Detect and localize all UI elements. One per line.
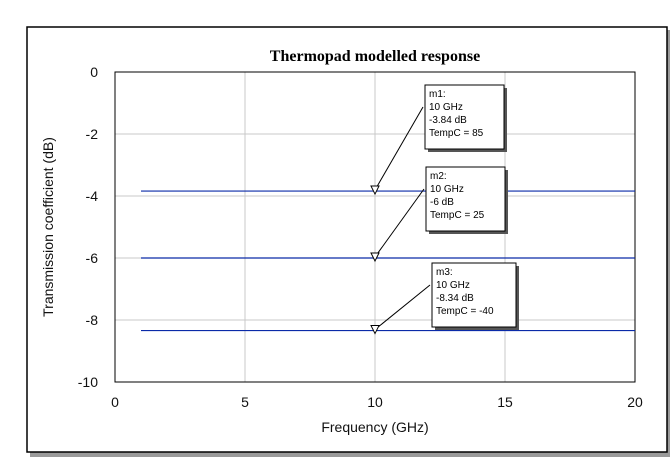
- y-tick-label: -8: [86, 312, 99, 328]
- x-tick-label: 20: [627, 394, 643, 410]
- plot-area: [114, 71, 636, 383]
- y-tick-label: 0: [90, 64, 98, 80]
- y-tick-label: -10: [78, 374, 98, 390]
- series-group: [141, 190, 635, 332]
- marker-callout: m2: 10 GHz -6 dB TempC = 25: [370, 166, 508, 263]
- marker-triangle: [370, 185, 380, 196]
- x-tick-label: 0: [111, 394, 119, 410]
- marker-label: TempC = -40: [436, 306, 494, 317]
- marker-label: m1:: [429, 89, 446, 100]
- x-tick-label: 10: [367, 394, 383, 410]
- marker-label: -3.84 dB: [429, 115, 467, 126]
- marker-box: [424, 84, 505, 150]
- marker-label: 10 GHz: [429, 102, 463, 113]
- chart-border: [26, 26, 668, 453]
- marker-triangle: [370, 252, 380, 263]
- marker-leader: [374, 106, 424, 191]
- x-tick-label: 5: [241, 394, 249, 410]
- y-tick-label: -2: [86, 126, 99, 142]
- x-axis-label: Frequency (GHz): [321, 419, 428, 435]
- y-axis-label: Transmission coefficient (dB): [40, 137, 56, 317]
- marker-leader: [374, 284, 431, 330]
- marker-label: m2:: [430, 171, 447, 182]
- marker-leader: [374, 188, 425, 258]
- marker-label: 10 GHz: [430, 184, 464, 195]
- marker-callout: m3: 10 GHz -8.34 dB TempC = -40: [370, 262, 519, 335]
- marker-label: -6 dB: [430, 197, 454, 208]
- marker-label: TempC = 85: [429, 128, 484, 139]
- y-tick-label: -4: [86, 188, 99, 204]
- x-tick-label: 15: [497, 394, 513, 410]
- marker-box: [431, 262, 517, 328]
- marker-label: TempC = 25: [430, 210, 485, 221]
- marker-triangle: [370, 325, 380, 335]
- marker-label: -8.34 dB: [436, 293, 474, 304]
- markers: m1: 10 GHz -3.84 dB TempC = 85 m2: 10 GHz -6 d…: [370, 84, 519, 335]
- y-tick-label: -6: [86, 250, 99, 266]
- marker-callout: m1: 10 GHz -3.84 dB TempC = 85: [370, 84, 507, 196]
- marker-label: m3:: [436, 267, 453, 278]
- marker-label: 10 GHz: [436, 280, 470, 291]
- tick-labels: 0 5 10 15 20 0 -2 -4 -6 -8 -10: [78, 64, 643, 410]
- marker-box: [425, 166, 506, 232]
- chart-title: Thermopad modelled response: [270, 48, 480, 65]
